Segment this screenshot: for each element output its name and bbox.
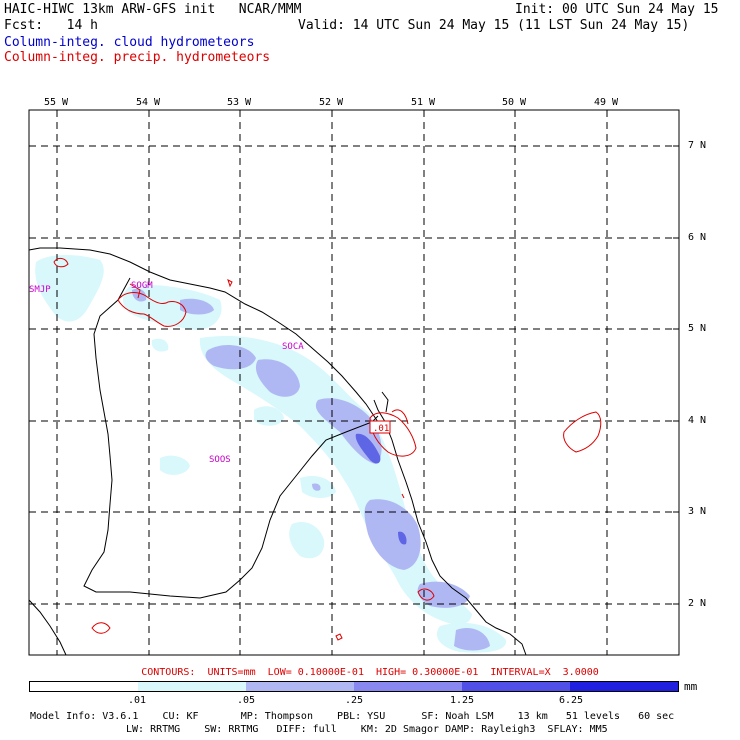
- colorbar-segment-5: [570, 682, 678, 691]
- field-cloud-label: Column-integ. cloud hydrometeors: [4, 35, 255, 50]
- plot-title: HAIC-HIWC 13km ARW-GFS init NCAR/MMM: [4, 2, 302, 17]
- lat-label-3n: 3 N: [688, 506, 707, 517]
- colorbar: [29, 681, 679, 692]
- colorbar-label-3: 1.25: [450, 695, 475, 706]
- contour-label: .01: [373, 424, 389, 434]
- init-time: Init: 00 UTC Sun 24 May 15: [515, 2, 719, 17]
- colorbar-label-4: 6.25: [559, 695, 584, 706]
- model-info-line1: Model Info: V3.6.1 CU: KF MP: Thompson P…: [30, 711, 675, 722]
- lon-label-53w: 53 W: [227, 97, 252, 108]
- axis-ticks: [56, 110, 679, 605]
- valid-time: Valid: 14 UTC Sun 24 May 15 (11 LST Sun …: [298, 18, 690, 33]
- contour-label-box: [369, 420, 391, 434]
- colorbar-segment-4: [462, 682, 570, 691]
- lon-label-49w: 49 W: [594, 97, 619, 108]
- map-frame: [28, 109, 680, 656]
- lon-label-52w: 52 W: [319, 97, 344, 108]
- coastline: [28, 247, 527, 656]
- country-borders: [28, 277, 389, 656]
- lat-label-7n: 7 N: [688, 140, 707, 151]
- station-soca: SOCA: [282, 342, 304, 352]
- lon-label-50w: 50 W: [502, 97, 527, 108]
- station-sogm: SOGM: [131, 281, 153, 291]
- colorbar-segment-2: [246, 682, 354, 691]
- colorbar-segment-1: [138, 682, 246, 691]
- lat-label-4n: 4 N: [688, 415, 707, 426]
- station-labels: SMJP SOGM SOCA SOOS: [29, 281, 304, 465]
- colorbar-label-2: .25: [345, 695, 364, 706]
- lat-label-2n: 2 N: [688, 598, 707, 609]
- lon-label-54w: 54 W: [136, 97, 161, 108]
- model-info-line2: LW: RRTMG SW: RRTMG DIFF: full KM: 2D Sm…: [126, 724, 608, 735]
- colorbar-label-1: .05: [237, 695, 256, 706]
- precip-contours: [53, 257, 602, 641]
- latlon-grid: [29, 110, 679, 655]
- contours-info: CONTOURS: UNITS=mm LOW= 0.10000E-01 HIGH…: [141, 667, 599, 678]
- cloud-heavy-shading: [355, 433, 407, 545]
- colorbar-segment-3: [354, 682, 462, 691]
- lon-label-55w: 55 W: [44, 97, 69, 108]
- lat-label-5n: 5 N: [688, 323, 707, 334]
- lon-label-51w: 51 W: [411, 97, 436, 108]
- colorbar-label-0: .01: [128, 695, 147, 706]
- colorbar-segment-0: [30, 682, 138, 691]
- station-soos: SOOS: [209, 455, 231, 465]
- forecast-hour: Fcst: 14 h: [4, 18, 98, 33]
- colorbar-unit: mm: [684, 680, 698, 693]
- lat-label-6n: 6 N: [688, 232, 707, 243]
- station-smjp: SMJP: [29, 285, 51, 295]
- field-precip-label: Column-integ. precip. hydrometeors: [4, 50, 271, 65]
